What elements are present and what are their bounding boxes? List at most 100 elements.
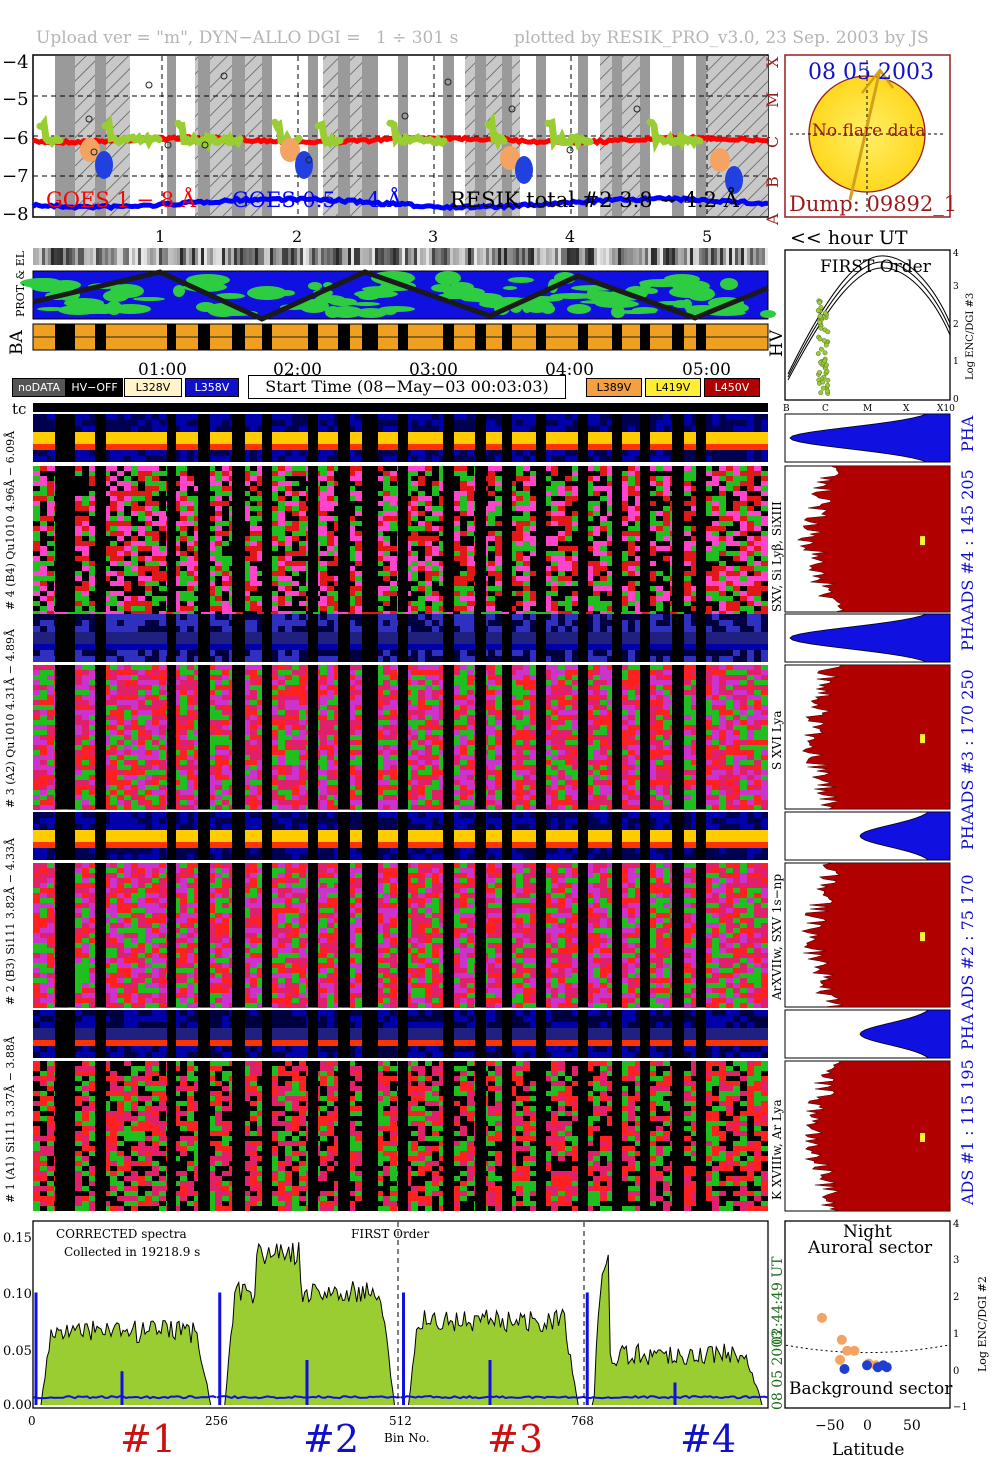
spectro-cell	[621, 541, 628, 546]
spectro-cell	[40, 566, 47, 571]
spectro-cell	[208, 611, 215, 616]
spectro-cell	[173, 450, 180, 456]
spectro-cell	[271, 596, 278, 601]
spectro-cell	[278, 496, 285, 501]
spectro-cell	[558, 486, 565, 491]
spectro-cell	[628, 450, 635, 456]
prot-cell	[750, 248, 753, 265]
spectro-cell	[117, 414, 124, 420]
spectro-cell	[733, 491, 740, 496]
spectro-cell	[243, 541, 250, 546]
spectro-cell	[719, 491, 726, 496]
resik-orange-1	[280, 138, 300, 162]
spectro-cell	[425, 556, 432, 561]
spectro-cell	[117, 632, 124, 638]
prot-cell	[717, 248, 720, 265]
spectro-cell	[75, 521, 82, 526]
spectro-cell	[656, 521, 663, 526]
spectro-cell	[334, 456, 341, 462]
spectro-cell	[509, 521, 516, 526]
spectro-cell	[215, 586, 222, 591]
goes-class-x: X	[763, 56, 782, 68]
spectro-cell	[173, 444, 180, 450]
spectro-cell	[75, 586, 82, 591]
prot-cell	[516, 248, 519, 265]
prot-cell	[441, 248, 444, 265]
spectro-cell	[173, 561, 180, 566]
spectro-cell	[355, 450, 362, 456]
spectro-cell	[33, 531, 40, 536]
spectro-cell	[89, 596, 96, 601]
spectro-cell	[173, 546, 180, 551]
spectro-cell	[131, 551, 138, 556]
spectro-cell	[243, 561, 250, 566]
spectro-cell	[250, 521, 257, 526]
spectro-cell	[719, 426, 726, 432]
spectro-cell	[187, 596, 194, 601]
spectro-cell	[705, 531, 712, 536]
spectro-cell	[761, 556, 768, 561]
spectro-cell	[705, 546, 712, 551]
spectro-cell	[565, 414, 572, 420]
spectro-cell	[509, 526, 516, 531]
spectro-cell	[530, 426, 537, 432]
spectro-cell	[215, 526, 222, 531]
spectro-cell	[159, 614, 166, 620]
spectro-cell	[138, 521, 145, 526]
sun-track	[848, 69, 882, 201]
spectro-cell	[222, 596, 229, 601]
fo-point	[818, 305, 824, 311]
spectro-cell	[348, 611, 355, 616]
spectro-cell	[285, 506, 292, 511]
spectro-cell	[89, 426, 96, 432]
spectro-cell	[194, 481, 201, 486]
spectro-cell	[145, 420, 152, 426]
spectro-cell	[243, 486, 250, 491]
prot-cell	[306, 248, 309, 265]
spectro-cell	[285, 656, 292, 662]
spectro-cell	[754, 450, 761, 456]
spectro-cell	[180, 466, 187, 471]
spectro-cell	[733, 526, 740, 531]
spectro-cell	[145, 481, 152, 486]
spectro-cell	[40, 511, 47, 516]
spectro-cell	[649, 581, 656, 586]
spectro-cell	[271, 471, 278, 476]
spectro-cell	[558, 581, 565, 586]
prot-cell	[423, 248, 426, 265]
spectro-cell	[33, 491, 40, 496]
spectro-cell	[47, 444, 54, 450]
prot-cell	[213, 248, 216, 265]
spectro-cell	[117, 438, 124, 444]
spectro-cell	[509, 414, 516, 420]
spectro-cell	[418, 414, 425, 420]
spectro-cell	[180, 591, 187, 596]
spectro-cell	[383, 546, 390, 551]
spectro-cell	[733, 586, 740, 591]
prot-cell	[288, 248, 291, 265]
spectro-cell	[320, 476, 327, 481]
spectro-cell	[656, 471, 663, 476]
spectro-cell	[411, 506, 418, 511]
spectro-cell	[467, 566, 474, 571]
prot-cell	[138, 248, 141, 265]
spectro-cell	[495, 566, 502, 571]
spectro-cell	[82, 432, 89, 438]
spectro-cell	[684, 432, 691, 438]
spectro-cell	[565, 556, 572, 561]
spectro-cell	[33, 501, 40, 506]
spectro-cell	[740, 444, 747, 450]
spectro-cell	[222, 466, 229, 471]
spectro-cell	[516, 471, 523, 476]
spectro-cell	[558, 450, 565, 456]
spectro-cell	[383, 420, 390, 426]
spectro-cell	[173, 414, 180, 420]
spectro-cell	[47, 491, 54, 496]
spectro-cell	[285, 456, 292, 462]
spectro-cell	[124, 566, 131, 571]
spectro-cell	[488, 438, 495, 444]
ba-gap-4	[232, 324, 245, 350]
spectro-gap	[672, 414, 684, 462]
spectro-cell	[159, 644, 166, 650]
spectro-cell	[390, 491, 397, 496]
